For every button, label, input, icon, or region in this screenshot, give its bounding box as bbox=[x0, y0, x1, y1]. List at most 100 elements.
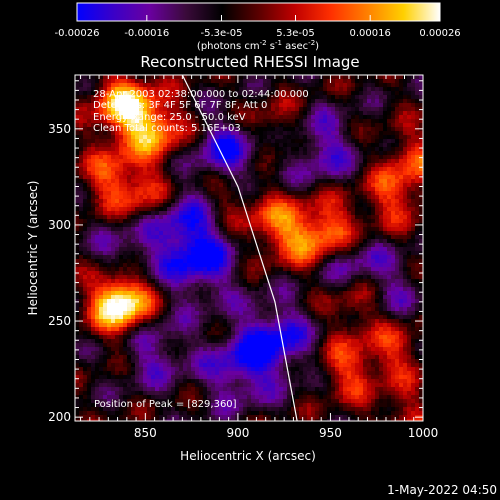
heatmap-cell bbox=[139, 251, 144, 256]
heatmap-cell bbox=[307, 215, 312, 220]
heatmap-cell bbox=[403, 183, 408, 188]
heatmap-cell bbox=[231, 103, 236, 108]
heatmap-cell bbox=[319, 223, 324, 228]
heatmap-cell bbox=[75, 251, 80, 256]
heatmap-cell bbox=[215, 259, 220, 264]
heatmap-cell bbox=[83, 243, 88, 248]
heatmap-cell bbox=[375, 139, 380, 144]
heatmap-cell bbox=[363, 243, 368, 248]
heatmap-cell bbox=[103, 279, 108, 284]
heatmap-cell bbox=[275, 79, 280, 84]
heatmap-cell bbox=[415, 251, 420, 256]
heatmap-cell bbox=[119, 151, 124, 156]
heatmap-cell bbox=[239, 211, 244, 216]
heatmap-cell bbox=[247, 111, 252, 116]
heatmap-cell bbox=[415, 163, 420, 168]
heatmap-cell bbox=[223, 199, 228, 204]
heatmap-cell bbox=[139, 287, 144, 292]
heatmap-cell bbox=[283, 291, 288, 296]
heatmap-cell bbox=[379, 283, 384, 288]
heatmap-cell bbox=[143, 151, 148, 156]
heatmap-cell bbox=[191, 203, 196, 208]
heatmap-cell bbox=[419, 299, 423, 304]
heatmap-cell bbox=[115, 155, 120, 160]
heatmap-cell bbox=[271, 279, 276, 284]
heatmap-cell bbox=[215, 103, 220, 108]
heatmap-cell bbox=[351, 139, 356, 144]
heatmap-cell bbox=[123, 223, 128, 228]
heatmap-cell bbox=[239, 231, 244, 236]
heatmap-cell bbox=[183, 299, 188, 304]
heatmap-cell bbox=[155, 83, 160, 88]
heatmap-cell bbox=[227, 295, 232, 300]
heatmap-cell bbox=[151, 239, 156, 244]
heatmap-cell bbox=[91, 135, 96, 140]
heatmap-cell bbox=[307, 255, 312, 260]
heatmap-cell bbox=[95, 283, 100, 288]
heatmap-cell bbox=[367, 223, 372, 228]
heatmap-cell bbox=[95, 91, 100, 96]
heatmap-cell bbox=[275, 167, 280, 172]
heatmap-cell bbox=[139, 219, 144, 224]
heatmap-cell bbox=[187, 263, 192, 268]
heatmap-cell bbox=[379, 235, 384, 240]
heatmap-cell bbox=[207, 279, 212, 284]
heatmap-cell bbox=[287, 95, 292, 100]
heatmap-cell bbox=[351, 175, 356, 180]
heatmap-cell bbox=[91, 267, 96, 272]
heatmap-cell bbox=[403, 179, 408, 184]
heatmap-cell bbox=[195, 255, 200, 260]
heatmap-cell bbox=[207, 183, 212, 188]
heatmap-cell bbox=[167, 259, 172, 264]
heatmap-cell bbox=[163, 271, 168, 276]
heatmap-cell bbox=[183, 195, 188, 200]
heatmap-cell bbox=[371, 115, 376, 120]
heatmap-cell bbox=[187, 215, 192, 220]
heatmap-cell bbox=[299, 259, 304, 264]
heatmap-cell bbox=[259, 103, 264, 108]
heatmap-cell bbox=[331, 103, 336, 108]
heatmap-cell bbox=[151, 291, 156, 296]
heatmap-cell bbox=[315, 111, 320, 116]
heatmap-cell bbox=[415, 283, 420, 288]
heatmap-cell bbox=[363, 187, 368, 192]
heatmap-cell bbox=[311, 95, 316, 100]
heatmap-cell bbox=[407, 175, 412, 180]
heatmap-cell bbox=[83, 107, 88, 112]
heatmap-cell bbox=[119, 167, 124, 172]
heatmap-cell bbox=[199, 295, 204, 300]
heatmap-cell bbox=[275, 111, 280, 116]
heatmap-cell bbox=[259, 283, 264, 288]
heatmap-cell bbox=[275, 127, 280, 132]
heatmap-cell bbox=[335, 183, 340, 188]
heatmap-cell bbox=[375, 95, 380, 100]
heatmap-cell bbox=[207, 199, 212, 204]
heatmap-cell bbox=[219, 271, 224, 276]
heatmap-cell bbox=[363, 171, 368, 176]
heatmap-cell bbox=[167, 179, 172, 184]
heatmap-cell bbox=[355, 263, 360, 268]
heatmap-cell bbox=[147, 247, 152, 252]
heatmap-cell bbox=[191, 167, 196, 172]
heatmap-cell bbox=[103, 131, 108, 136]
heatmap-cell bbox=[331, 191, 336, 196]
heatmap-cell bbox=[391, 99, 396, 104]
heatmap-cell bbox=[247, 131, 252, 136]
heatmap-cell bbox=[223, 239, 228, 244]
heatmap-cell bbox=[407, 235, 412, 240]
heatmap-cell bbox=[283, 127, 288, 132]
heatmap-cell bbox=[83, 275, 88, 280]
heatmap-cell bbox=[255, 207, 260, 212]
heatmap-cell bbox=[123, 271, 128, 276]
heatmap-cell bbox=[227, 143, 232, 148]
heatmap-cell bbox=[299, 243, 304, 248]
heatmap-cell bbox=[411, 91, 416, 96]
heatmap-cell bbox=[387, 299, 392, 304]
heatmap-cell bbox=[295, 99, 300, 104]
heatmap-cell bbox=[303, 275, 308, 280]
heatmap-cell bbox=[143, 239, 148, 244]
heatmap-cell bbox=[307, 175, 312, 180]
heatmap-cell bbox=[355, 203, 360, 208]
heatmap-cell bbox=[131, 95, 136, 100]
heatmap-cell bbox=[111, 223, 116, 228]
